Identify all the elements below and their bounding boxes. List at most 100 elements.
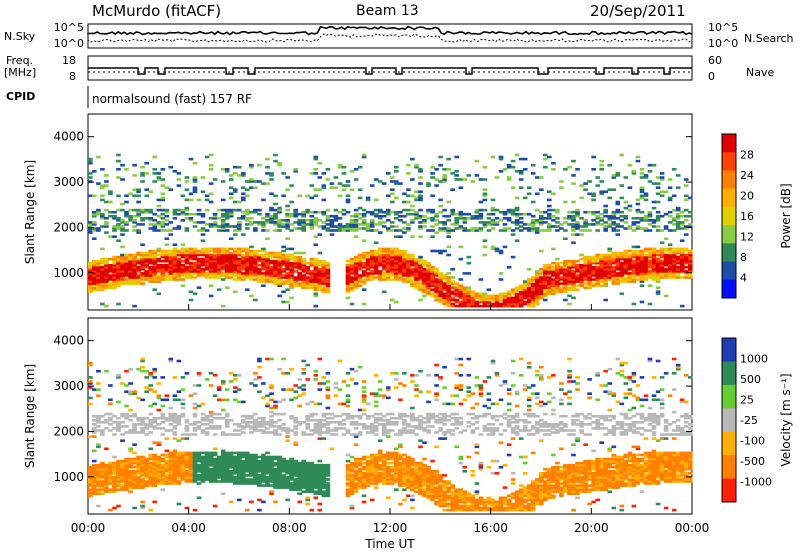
heatmap-cell [269,174,274,177]
heatmap-cell [152,276,157,279]
heatmap-cell [450,296,455,300]
heatmap-cell [325,227,331,230]
heatmap-cell [269,490,274,493]
heatmap-cell [164,467,170,471]
heatmap-cell [136,194,141,198]
heatmap-cell [257,180,262,183]
heatmap-cell [535,270,540,273]
heatmap-cell [438,288,443,291]
heatmap-cell [249,251,254,255]
heatmap-cell [152,229,157,232]
heatmap-cell [567,263,572,267]
heatmap-cell [92,194,97,198]
heatmap-cell [438,300,443,304]
heatmap-cell [603,280,608,283]
heatmap-cell [108,478,113,481]
heatmap-cell [446,292,451,296]
heatmap-cell [494,221,500,224]
heatmap-cell [156,427,162,430]
heatmap-cell [224,461,230,465]
heatmap-cell [257,276,262,279]
heatmap-cell [257,467,262,471]
heatmap-cell [317,382,323,385]
heatmap-cell [438,296,443,300]
heatmap-cell [434,231,439,234]
heatmap-cell [269,476,274,479]
heatmap-cell [671,251,677,255]
heatmap-cell [220,274,226,277]
heatmap-cell [341,402,347,406]
heatmap-cell [365,257,371,261]
heatmap-cell [136,396,141,400]
heatmap-cell [313,221,319,224]
heatmap-cell [317,225,323,228]
heatmap-cell [140,486,145,489]
heatmap-cell [357,259,363,263]
heatmap-cell [482,223,488,226]
heatmap-cell [124,384,129,387]
heatmap-cell [216,386,222,389]
heatmap-cell [261,478,266,481]
heatmap-cell [599,284,604,287]
heatmap-cell [208,261,214,265]
heatmap-cell [241,480,246,483]
heatmap-cell [482,292,488,296]
heatmap-cell [434,280,439,283]
heatmap-cell [196,372,202,375]
heatmap-cell [490,212,496,216]
heatmap-cell [450,280,455,283]
heatmap-cell [301,482,306,485]
heatmap-cell [305,470,310,473]
heatmap-cell [100,259,105,263]
heatmap-cell [92,480,97,483]
heatmap-cell [305,268,310,271]
heatmap-cell [381,266,387,269]
heatmap-cell [176,461,182,465]
heatmap-cell [446,294,451,298]
heatmap-cell [418,225,423,228]
heatmap-cell [136,276,141,279]
heatmap-cell [297,272,302,275]
heatmap-cell [216,427,222,430]
heatmap-cell [188,253,194,257]
heatmap-cell [148,251,153,255]
heatmap-cell [257,270,262,273]
heatmap-cell [635,159,641,163]
heatmap-cell [160,488,166,491]
heatmap-cell [192,176,198,179]
heatmap-cell [627,280,633,283]
heatmap-cell [301,223,306,226]
heatmap-cell [212,447,218,451]
heatmap-cell [647,272,653,275]
heatmap-cell [128,257,133,261]
heatmap-cell [128,470,133,473]
heatmap-cell [357,416,363,420]
heatmap-cell [212,251,218,255]
heatmap-cell [518,225,524,228]
heatmap-cell [446,227,451,230]
heatmap-cell [390,268,395,271]
heatmap-cell [353,461,359,465]
heatmap-cell [261,500,266,504]
heatmap-cell [112,257,117,261]
heatmap-cell [446,304,451,308]
heatmap-cell [249,178,254,181]
heatmap-cell [273,421,278,424]
heatmap-cell [124,266,129,269]
heatmap-cell [321,474,327,477]
heatmap-cell [144,476,149,479]
heatmap-cell [373,223,379,226]
heatmap-cell [249,453,254,457]
heatmap-cell [273,280,278,283]
heatmap-cell [176,470,182,473]
heatmap-cell [543,288,548,291]
heatmap-cell [253,461,258,465]
heatmap-cell [623,255,629,259]
heatmap-cell [345,482,351,485]
heatmap-cell [361,288,367,291]
heatmap-cell [293,443,298,446]
heatmap-cell [188,217,194,220]
heatmap-cell [462,294,468,298]
heatmap-cell [140,253,145,257]
heatmap-cell [136,210,141,214]
